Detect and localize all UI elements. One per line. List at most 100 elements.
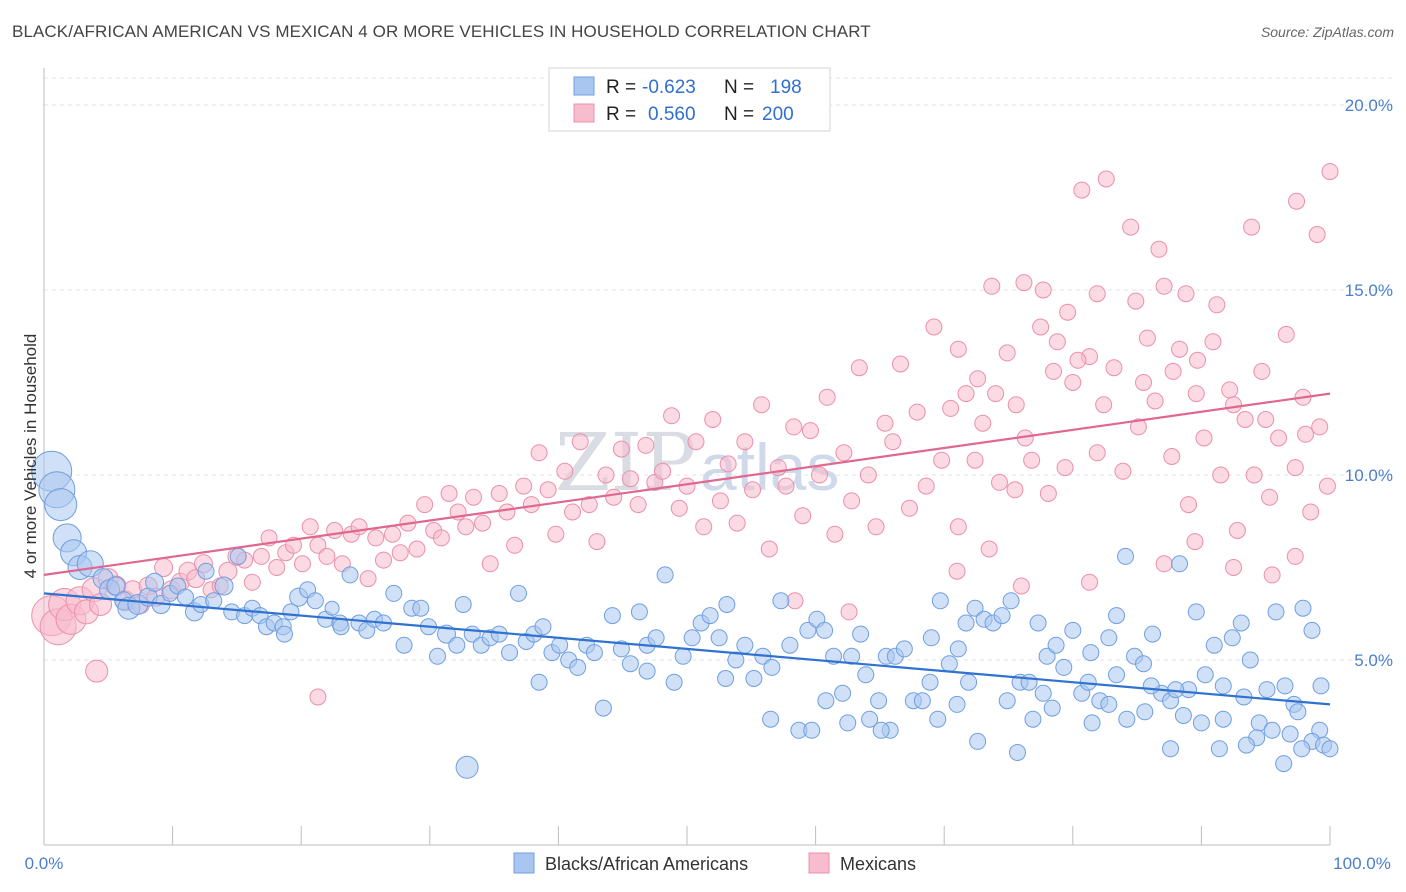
correlation-legend: R = -0.623 N = 198 R = 0.560 N = 200: [548, 67, 831, 132]
point-blacks: [1205, 636, 1223, 654]
point-mexicans: [1189, 351, 1207, 369]
point-blacks: [621, 655, 639, 673]
point-blacks: [534, 618, 552, 636]
point-blacks: [949, 640, 967, 658]
point-blacks: [966, 599, 984, 617]
point-mexicans: [588, 533, 606, 551]
point-mexicans: [983, 277, 1001, 295]
series-mexicans: [31, 163, 1339, 706]
y-tick-label: 15.0%: [1345, 281, 1393, 300]
point-blacks: [763, 658, 781, 676]
point-blacks: [324, 600, 340, 616]
point-blacks: [803, 721, 821, 739]
point-mexicans: [597, 466, 615, 484]
point-mexicans: [1318, 477, 1336, 495]
point-blacks: [448, 636, 466, 654]
point-blacks: [762, 710, 780, 728]
point-blacks: [1064, 621, 1082, 639]
point-blacks: [214, 576, 234, 596]
point-mexicans: [1015, 274, 1033, 292]
point-blacks: [799, 621, 817, 639]
point-blacks: [834, 684, 852, 702]
point-mexicans: [490, 485, 508, 502]
point-mexicans: [925, 318, 943, 336]
point-blacks: [455, 755, 479, 779]
point-blacks: [1276, 677, 1294, 695]
point-mexicans: [367, 529, 385, 547]
bottom-legend-label-pink: Mexicans: [840, 854, 916, 874]
point-blacks: [1043, 699, 1061, 717]
point-blacks: [510, 584, 528, 602]
point-mexicans: [670, 499, 688, 517]
point-blacks: [429, 647, 447, 665]
point-blacks: [385, 584, 403, 602]
point-blacks: [332, 618, 350, 636]
trend-line-blacks: [43, 592, 1331, 706]
point-mexicans: [1245, 466, 1263, 484]
point-mexicans: [1208, 296, 1226, 314]
point-blacks: [861, 710, 879, 728]
point-mexicans: [1277, 325, 1295, 343]
point-mexicans: [1308, 226, 1326, 243]
point-mexicans: [980, 540, 998, 558]
point-mexicans: [1253, 362, 1271, 380]
point-mexicans: [547, 525, 565, 543]
point-mexicans: [1081, 573, 1099, 591]
point-mexicans: [990, 473, 1008, 491]
point-mexicans: [1270, 429, 1288, 447]
point-blacks: [205, 592, 223, 610]
point-mexicans: [326, 522, 344, 539]
point-blacks: [960, 673, 978, 691]
point-mexicans: [1311, 418, 1329, 436]
point-mexicans: [884, 433, 902, 451]
point-mexicans: [1114, 462, 1132, 480]
point-blacks: [1223, 629, 1241, 647]
watermark-zip: ZIP: [555, 416, 696, 509]
point-blacks: [1232, 614, 1250, 632]
point-mexicans: [843, 492, 861, 510]
legend-r-label-blue: R =: [606, 77, 636, 98]
point-blacks: [585, 644, 603, 662]
point-mexicans: [1006, 481, 1024, 499]
point-mexicans: [1135, 374, 1153, 391]
point-blacks: [1162, 740, 1180, 758]
point-mexicans: [1095, 396, 1113, 414]
point-blacks: [603, 607, 621, 625]
point-mexicans: [1073, 181, 1091, 199]
point-blacks: [594, 699, 612, 717]
point-blacks: [1034, 684, 1052, 702]
point-mexicans: [243, 573, 261, 591]
point-mexicans: [629, 496, 647, 514]
point-mexicans: [384, 525, 402, 543]
point-blacks: [1136, 703, 1154, 721]
point-blacks: [1047, 636, 1065, 654]
point-mexicans: [1023, 451, 1041, 469]
x-ticks: [43, 826, 1331, 845]
legend-r-value-pink: 0.560: [648, 104, 696, 125]
point-blacks: [1293, 740, 1311, 758]
point-blacks: [1275, 755, 1293, 773]
point-mexicans: [1225, 559, 1243, 576]
point-mexicans: [268, 559, 286, 576]
point-mexicans: [840, 603, 858, 621]
point-blacks: [501, 644, 519, 662]
point-mexicans: [1195, 429, 1213, 447]
point-blacks: [1024, 710, 1042, 728]
point-mexicans: [621, 470, 639, 488]
point-mexicans: [1088, 444, 1106, 462]
point-mexicans: [1236, 411, 1254, 428]
point-blacks: [674, 647, 692, 665]
point-blacks: [1118, 710, 1136, 728]
point-mexicans: [1007, 396, 1025, 414]
point-mexicans: [777, 477, 795, 495]
point-mexicans: [1155, 277, 1173, 295]
point-blacks: [647, 629, 665, 647]
point-mexicans: [530, 444, 548, 462]
point-blacks: [1117, 547, 1135, 565]
point-blacks: [1267, 603, 1285, 621]
point-mexicans: [948, 562, 966, 580]
point-mexicans: [1204, 333, 1222, 351]
point-mexicans: [1186, 533, 1204, 551]
legend-n-value-blue: 198: [770, 77, 802, 98]
point-mexicans: [917, 477, 935, 495]
